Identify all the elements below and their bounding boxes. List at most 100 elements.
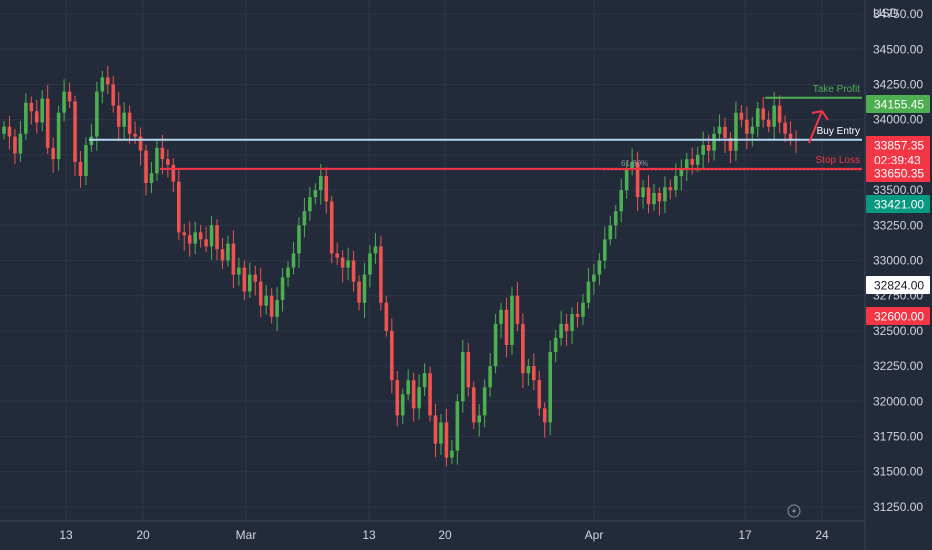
candle-body [564, 323, 569, 331]
candle-body [7, 126, 12, 137]
y-tick-label: 32500.00 [873, 324, 923, 338]
candle-body [308, 197, 312, 212]
x-tick-label: Mar [236, 528, 257, 542]
candle-body [400, 394, 405, 416]
price-tag: 32600.00 [866, 307, 930, 325]
price-axis[interactable]: 34750.0034500.0034250.0034000.0033750.00… [873, 7, 923, 514]
candle-body [84, 145, 88, 177]
candle-body [422, 373, 427, 388]
candle-body [526, 366, 531, 374]
candle-body [608, 225, 613, 240]
candle-body [78, 161, 83, 177]
candle-body [690, 159, 695, 165]
candle-body [515, 295, 520, 324]
price-tag-bg [866, 136, 930, 154]
candle-body [482, 387, 487, 416]
candle-body [111, 84, 116, 106]
trade-levels [89, 96, 862, 171]
candle-body [411, 380, 416, 409]
candle-body [488, 366, 492, 388]
candle-body [695, 154, 700, 165]
price-tag: 33421.00 [866, 195, 930, 213]
candle-body [95, 91, 99, 137]
take-profit-label: Take Profit [813, 84, 860, 95]
candle-body [592, 274, 596, 282]
candle-body [297, 225, 301, 254]
candle-body [362, 274, 367, 303]
candle-body [613, 211, 618, 226]
candle-body [630, 161, 634, 169]
candle-body [652, 192, 656, 205]
candle-body [346, 260, 350, 268]
candle-body [187, 235, 192, 244]
y-tick-label: 33500.00 [873, 183, 923, 197]
price-tag-text: 32824.00 [874, 279, 924, 293]
y-tick-label: 31250.00 [873, 500, 923, 514]
candle-body [176, 181, 181, 233]
price-tag-text: 33650.35 [874, 167, 924, 181]
candle-body [586, 281, 591, 303]
candle-body [193, 232, 197, 244]
stop-loss-label: Stop Loss [816, 155, 860, 166]
candle-body [329, 201, 334, 254]
fib-level-label: 61.80% [621, 159, 648, 168]
candle-body [313, 190, 318, 198]
candle-body [537, 380, 542, 409]
candle-body [340, 257, 345, 268]
y-tick-label: 34750.00 [873, 7, 923, 21]
y-tick-label: 31500.00 [873, 465, 923, 479]
arrow-up-icon [808, 110, 829, 144]
candle-body [51, 147, 55, 160]
price-tag-bg [866, 164, 930, 182]
candle-body [444, 422, 449, 458]
buy-entry-label: Buy Entry [817, 126, 860, 137]
candle-body [581, 302, 585, 317]
candle-body [127, 112, 132, 134]
candle-body [24, 102, 28, 134]
price-tag-text: 33421.00 [874, 198, 924, 212]
candle-body [406, 380, 410, 395]
candle-body [133, 133, 137, 137]
candle-body [570, 314, 574, 331]
time-axis[interactable]: 13 20 Mar 13 20 Apr 17 24 [59, 528, 829, 542]
candle-body [493, 323, 498, 367]
candle-body [171, 164, 176, 182]
candle-body [521, 323, 525, 374]
candle-body [684, 159, 689, 169]
candle-body [603, 239, 607, 261]
candle-body [368, 253, 372, 275]
candle-body [745, 119, 749, 134]
candle-body [138, 136, 143, 151]
candle-body [788, 133, 793, 140]
candle-body [433, 415, 438, 444]
candle-body [619, 190, 624, 212]
candle-body [439, 422, 443, 444]
candle-body [499, 309, 503, 324]
candle-body [504, 309, 509, 345]
candle-body [45, 98, 50, 148]
price-tag-text: 32600.00 [874, 310, 924, 324]
candle-body [209, 225, 214, 247]
candle-body [712, 133, 716, 151]
candle-body [291, 253, 296, 268]
candle-body [455, 401, 460, 451]
x-tick-label: 13 [59, 528, 73, 542]
lightning-icon[interactable] [787, 504, 801, 518]
candle-body [755, 108, 760, 127]
candle-body [40, 98, 45, 123]
y-tick-label: 33000.00 [873, 254, 923, 268]
candle-body [734, 112, 738, 151]
candle-body [668, 187, 673, 191]
candle-body [679, 168, 684, 177]
candle-body [373, 246, 378, 254]
candle-body [29, 102, 34, 112]
candles [2, 65, 798, 467]
candle-body [324, 176, 329, 202]
candle-body [18, 133, 23, 154]
candle-body [532, 366, 536, 381]
candle-body [269, 295, 274, 317]
candle-body [597, 260, 602, 275]
price-tags: 34155.4533857.3502:39:4333650.3533421.00… [866, 95, 930, 325]
